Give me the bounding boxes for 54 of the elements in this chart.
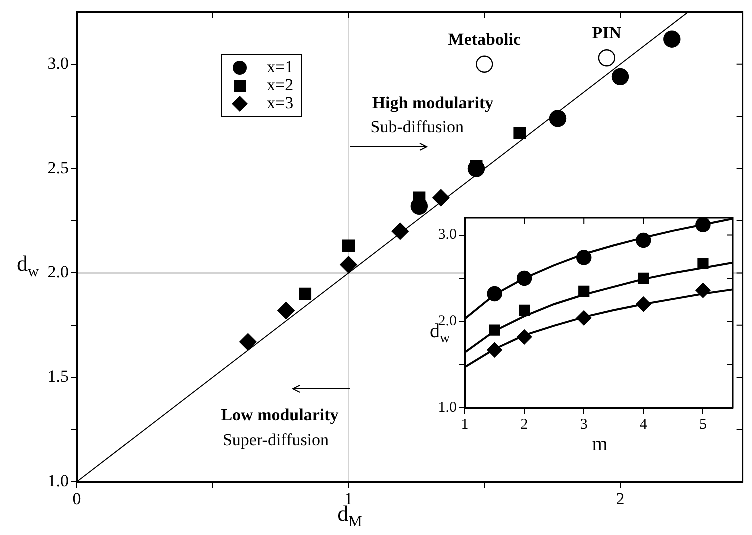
y-tick-label: 2.0 [48,262,69,282]
x-tick-label: 5 [699,416,707,433]
point [340,256,358,274]
x-tick-label: 1 [461,416,469,433]
y-tick-label: 1.0 [48,471,69,490]
annotation: Metabolic [448,30,522,49]
legend-label: x=3 [267,93,294,112]
point [278,302,295,320]
point [696,282,711,298]
point [636,296,652,312]
point [698,258,709,270]
annotation: High modularity [372,93,494,112]
annotation: Super-diffusion [222,430,330,450]
point [612,68,630,86]
y-tick-label: 1.5 [48,367,69,386]
point [638,272,650,284]
point [514,127,526,140]
point [576,310,592,326]
point [487,286,502,302]
point [468,160,486,178]
y-tick-label: 2.5 [48,158,69,178]
x-axis-title: m [592,433,608,456]
point [487,342,502,358]
point [392,222,409,240]
x-tick-label: 0 [72,490,82,509]
point [549,110,567,128]
point [636,232,652,248]
x-tick-label: 3 [580,416,588,433]
point [576,250,592,266]
annotation: Low modularity [221,405,340,424]
y-tick-label: 2.0 [438,314,457,330]
point [489,324,500,336]
y-tick-label: 3.0 [438,227,457,244]
point [240,334,257,351]
annotation: PIN [592,24,622,43]
annotation: Sub-diffusion [370,117,464,136]
legend-label: x=2 [267,75,294,94]
legend-label: x=1 [267,57,294,76]
point [578,286,590,297]
point [476,56,494,73]
point [432,189,450,207]
y-tick-label: 1.0 [438,400,457,416]
x-tick-label: 2 [520,416,528,433]
y-tick-label: 3.0 [48,54,69,73]
point [519,304,530,316]
point [516,330,532,345]
point [342,240,356,252]
x-tick-label: 2 [616,490,625,509]
point [299,288,312,300]
point [598,50,616,67]
point [664,30,681,48]
point [696,217,711,233]
point [516,270,532,286]
x-tick-label: 4 [640,416,648,433]
